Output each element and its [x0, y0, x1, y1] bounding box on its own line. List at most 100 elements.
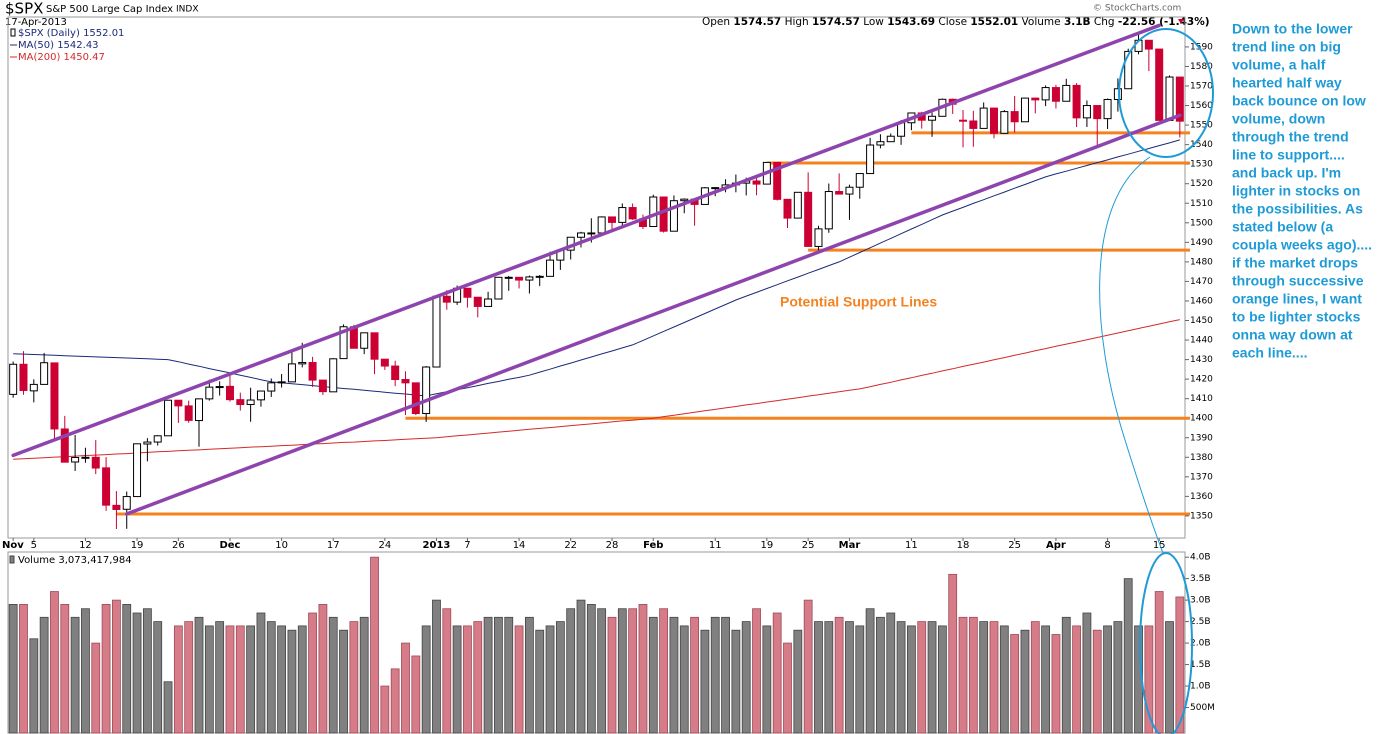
quote-label: Chg [1094, 16, 1115, 28]
volume-bar [628, 608, 638, 734]
note-line: trend line on big [1232, 39, 1341, 55]
candle-body [1113, 88, 1122, 100]
volume-bar [917, 621, 927, 734]
candle-body [1051, 87, 1060, 102]
candle-body [184, 405, 193, 421]
candle-body [515, 276, 524, 281]
volume-bar [1092, 629, 1102, 734]
volume-bar [814, 621, 823, 734]
volume-bar [287, 629, 297, 734]
note-line: line to support.... [1232, 147, 1345, 163]
volume-bar [669, 616, 679, 734]
volume-bar [380, 685, 390, 734]
note-line: through the trend [1232, 129, 1349, 145]
candle-body [711, 187, 720, 190]
x-tick-label: 5 [31, 540, 37, 551]
candle-body [50, 362, 59, 430]
volume-bar [886, 612, 896, 734]
candle-body [91, 456, 100, 469]
volume-bar [29, 638, 39, 734]
quote-value: 1574.57 [733, 16, 781, 28]
volume-bar [39, 616, 49, 734]
candle-body [886, 135, 895, 143]
volume-bar [937, 625, 947, 734]
highlight-ellipse [1118, 28, 1214, 158]
volume-bar [163, 681, 173, 734]
volume-bar [979, 621, 989, 734]
volume-bar [184, 621, 194, 734]
volume-bar [235, 625, 245, 734]
candle-body [525, 276, 534, 281]
candle-body [1072, 84, 1081, 119]
candle-body [783, 198, 792, 219]
y-tick-label: 1430 [1190, 355, 1213, 365]
volume-bar [1103, 625, 1112, 734]
volume-bar [256, 612, 266, 734]
quote: Open 1574.57 High 1574.57 Low 1543.69 Cl… [702, 16, 1210, 28]
candle-body [1124, 50, 1133, 90]
down-arrow [1178, 19, 1184, 24]
x-tick-label: Apr [1046, 540, 1066, 551]
y-tick-label: 500M [1190, 703, 1215, 713]
candle-body [597, 216, 606, 234]
y-tick-label: 1470 [1190, 277, 1213, 287]
y-tick-label: 1.0B [1190, 682, 1211, 692]
quote-label: Open [702, 16, 730, 28]
candle-body [587, 232, 596, 235]
y-tick-label: 1.5B [1190, 660, 1211, 670]
candle-body [680, 198, 689, 202]
candle-body [752, 180, 761, 185]
legend-entry: MA(50) 1542.43 [18, 40, 99, 51]
x-tick-label: 26 [172, 540, 185, 551]
volume-bar [617, 608, 627, 734]
volume-bar [1154, 591, 1164, 734]
candle-body [876, 141, 885, 146]
note-line: and back up. I'm [1232, 165, 1341, 181]
plot: 1350136013701380139014001410142014301440… [2, 23, 1215, 734]
volume-bar [731, 629, 741, 734]
candle-body [484, 298, 493, 307]
volume-bar [586, 604, 596, 734]
volume-bar [390, 668, 400, 734]
x-tick-label: 17 [327, 540, 340, 551]
y-tick-label: 1520 [1190, 179, 1213, 189]
price-panel [7, 16, 1186, 539]
note-line: to be lighter stocks [1232, 309, 1361, 325]
candle-body [979, 107, 988, 129]
y-tick-label: 1530 [1190, 160, 1213, 170]
quote-value: 1574.57 [812, 16, 860, 28]
volume-bar [442, 608, 452, 734]
volume-bar [112, 599, 121, 734]
candle-body [153, 435, 162, 443]
note-line: back bounce on low [1232, 93, 1366, 109]
candle-body [205, 386, 214, 400]
y-tick-label: 1350 [1190, 511, 1213, 521]
volume-bar [566, 608, 576, 734]
candle-body [133, 443, 142, 498]
volume-bar [1123, 578, 1133, 734]
x-tick-label: 19 [131, 540, 144, 551]
volume-bar [752, 608, 761, 734]
x-tick-label: 18 [957, 540, 970, 551]
volume-bar [1082, 612, 1092, 734]
volume-bar [906, 625, 916, 734]
candle-body [267, 382, 276, 392]
candle-body [432, 295, 441, 368]
volume-bar [783, 642, 792, 734]
y-tick-label: 1460 [1190, 296, 1213, 306]
candle-body [9, 363, 18, 395]
y-tick-label: 1480 [1190, 257, 1213, 267]
candle-body [391, 365, 400, 381]
volume-bar [876, 616, 885, 734]
note-line: the possibilities. As [1232, 201, 1363, 217]
candle-body [360, 332, 369, 349]
volume-bar [308, 612, 317, 734]
volume-bar [173, 625, 183, 734]
date: 17-Apr-2013 [5, 17, 67, 28]
volume-bar [494, 616, 503, 734]
y-tick-label: 1400 [1190, 414, 1213, 424]
volume-bar [8, 604, 18, 734]
volume-bar [246, 625, 256, 734]
y-tick-label: 1420 [1190, 375, 1213, 385]
note-line: coupla weeks ago).... [1232, 237, 1372, 253]
